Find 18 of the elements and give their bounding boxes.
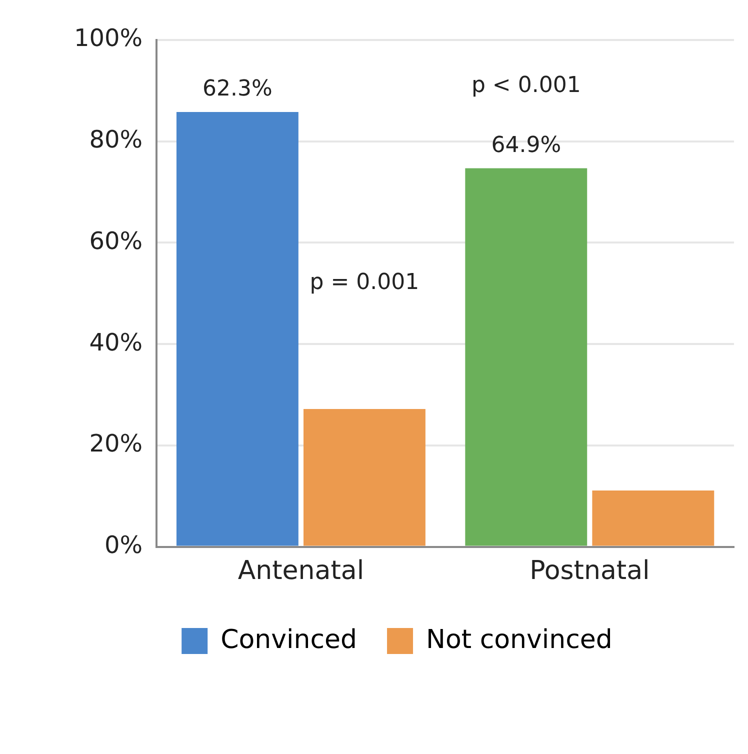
annotation: 62.3% [202, 76, 272, 102]
y-tick-label: 60% [89, 226, 143, 255]
y-tick-label: 100% [74, 24, 143, 52]
y-tick-label: 40% [89, 328, 143, 356]
y-tick-label: 80% [89, 126, 143, 154]
bar [176, 112, 298, 546]
bar [304, 408, 426, 546]
x-tick-label: Postnatal [530, 556, 650, 586]
y-tick-label: 20% [89, 430, 143, 458]
legend-label: Convinced [220, 624, 358, 655]
annotation: p < 0.001 [471, 72, 581, 98]
legend-label: Not convinced [426, 624, 612, 655]
y-tick-label: 0% [104, 531, 143, 560]
bar [592, 490, 714, 546]
x-tick-label: Antenatal [238, 556, 364, 586]
bar [465, 168, 588, 546]
annotation: 64.9% [491, 132, 562, 158]
annotation: p = 0.001 [310, 270, 420, 295]
